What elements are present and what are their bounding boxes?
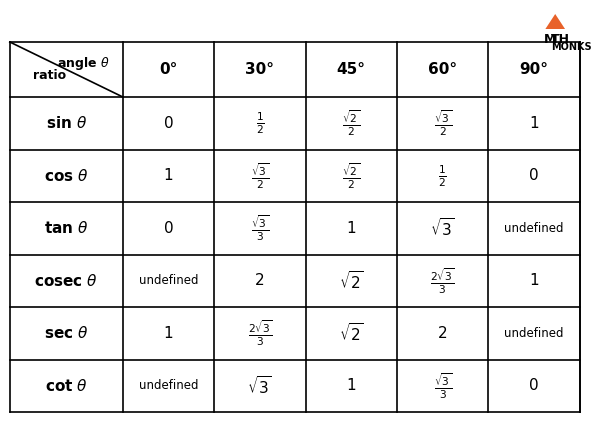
Text: 2: 2 xyxy=(255,273,265,288)
Text: $\frac{\sqrt{3}}{3}$: $\frac{\sqrt{3}}{3}$ xyxy=(251,213,269,243)
Text: $\mathbf{sec}$ $\theta$: $\mathbf{sec}$ $\theta$ xyxy=(44,325,89,341)
Text: $\mathbf{tan}$ $\theta$: $\mathbf{tan}$ $\theta$ xyxy=(44,220,88,236)
Text: 30°: 30° xyxy=(245,62,274,77)
Text: $\mathbf{cot}$ $\theta$: $\mathbf{cot}$ $\theta$ xyxy=(45,378,88,394)
Text: $\frac{1}{2}$: $\frac{1}{2}$ xyxy=(438,163,447,189)
Text: undefined: undefined xyxy=(139,379,198,392)
Text: $\mathbf{sin}$ $\theta$: $\mathbf{sin}$ $\theta$ xyxy=(46,115,87,131)
Text: 1: 1 xyxy=(529,273,539,288)
Text: 1: 1 xyxy=(164,168,173,183)
Text: MONKS: MONKS xyxy=(551,42,592,52)
Text: $\frac{2\sqrt{3}}{3}$: $\frac{2\sqrt{3}}{3}$ xyxy=(430,266,455,296)
Text: $\frac{\sqrt{2}}{2}$: $\frac{\sqrt{2}}{2}$ xyxy=(342,161,361,191)
Text: 45°: 45° xyxy=(337,62,366,77)
Text: 1: 1 xyxy=(529,116,539,131)
Text: $\sqrt{2}$: $\sqrt{2}$ xyxy=(339,322,364,344)
Text: $\frac{\sqrt{3}}{2}$: $\frac{\sqrt{3}}{2}$ xyxy=(251,161,269,191)
Text: 2: 2 xyxy=(438,326,448,341)
Text: 0: 0 xyxy=(164,116,173,131)
Text: undefined: undefined xyxy=(505,222,564,235)
Text: 0: 0 xyxy=(529,168,539,183)
Text: angle $\theta$: angle $\theta$ xyxy=(57,55,110,72)
Text: 90°: 90° xyxy=(520,62,548,77)
Text: $\sqrt{3}$: $\sqrt{3}$ xyxy=(430,217,455,239)
Text: 60°: 60° xyxy=(428,62,457,77)
Text: TH: TH xyxy=(551,33,570,46)
Text: $\frac{\sqrt{2}}{2}$: $\frac{\sqrt{2}}{2}$ xyxy=(342,109,361,138)
Text: undefined: undefined xyxy=(505,327,564,340)
Text: undefined: undefined xyxy=(139,274,198,287)
Text: $\mathbf{cos}$ $\theta$: $\mathbf{cos}$ $\theta$ xyxy=(44,168,89,184)
Text: ratio: ratio xyxy=(33,69,66,82)
Text: $\frac{\sqrt{3}}{2}$: $\frac{\sqrt{3}}{2}$ xyxy=(434,109,452,138)
Text: 1: 1 xyxy=(346,378,356,393)
Text: $\frac{\sqrt{3}}{3}$: $\frac{\sqrt{3}}{3}$ xyxy=(434,371,452,401)
Text: 1: 1 xyxy=(164,326,173,341)
Text: $\mathbf{cosec}$ $\theta$: $\mathbf{cosec}$ $\theta$ xyxy=(34,273,98,289)
Text: $\sqrt{3}$: $\sqrt{3}$ xyxy=(247,375,272,397)
Text: 0°: 0° xyxy=(160,62,178,77)
Polygon shape xyxy=(545,14,565,29)
Text: 0: 0 xyxy=(164,221,173,236)
Text: $\frac{1}{2}$: $\frac{1}{2}$ xyxy=(256,111,265,136)
Text: 1: 1 xyxy=(346,221,356,236)
Text: $\frac{2\sqrt{3}}{3}$: $\frac{2\sqrt{3}}{3}$ xyxy=(248,318,272,348)
Text: 0: 0 xyxy=(529,378,539,393)
Text: M: M xyxy=(544,33,556,46)
Text: $\sqrt{2}$: $\sqrt{2}$ xyxy=(339,270,364,292)
